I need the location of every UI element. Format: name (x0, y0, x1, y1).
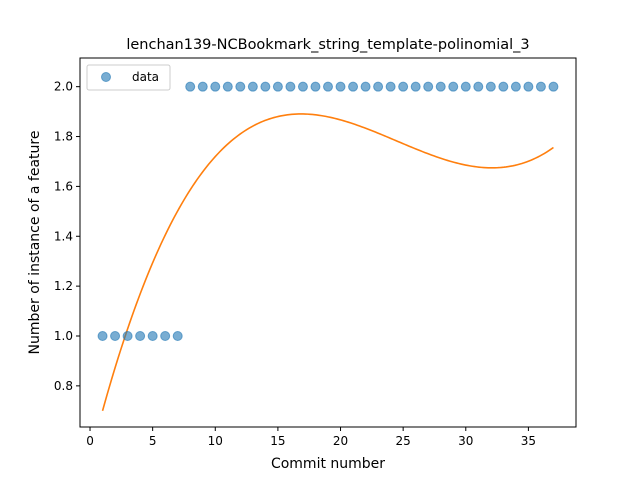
y-tick-label: 1.0 (54, 329, 73, 343)
data-point (410, 81, 421, 92)
x-tick-label: 15 (270, 434, 285, 448)
legend-label-data: data (132, 70, 159, 84)
data-point (97, 331, 108, 341)
x-tick-label: 0 (86, 434, 94, 448)
x-axis-ticks: 0 5 10 15 20 25 30 35 (86, 427, 536, 448)
data-point (448, 81, 459, 92)
data-points-layer (97, 81, 559, 341)
x-tick-label: 30 (458, 434, 473, 448)
x-tick-label: 25 (396, 434, 411, 448)
x-tick-label: 20 (333, 434, 348, 448)
data-point (222, 81, 233, 92)
data-point (510, 81, 521, 92)
data-point (297, 81, 308, 92)
x-tick-label: 5 (149, 434, 157, 448)
data-point (548, 81, 559, 92)
data-point (197, 81, 208, 92)
legend: data (86, 64, 171, 91)
data-point (110, 331, 121, 341)
fit-line (101, 113, 554, 411)
data-point (398, 81, 409, 92)
data-point (423, 81, 434, 92)
data-point (523, 81, 534, 92)
data-point (473, 81, 484, 92)
data-point (460, 81, 471, 92)
data-point (122, 331, 133, 341)
data-point (360, 81, 371, 92)
data-point (435, 81, 446, 92)
y-tick-label: 1.8 (54, 130, 73, 144)
y-axis-label: Number of instance of a feature (27, 131, 43, 355)
y-tick-label: 1.6 (54, 179, 73, 193)
fit-line-layer (101, 113, 554, 411)
data-point (335, 81, 346, 92)
data-point (498, 81, 509, 92)
data-point (373, 81, 384, 92)
y-tick-label: 2.0 (54, 80, 73, 94)
y-axis-ticks: 0.8 1.0 1.2 1.4 1.6 1.8 2.0 (54, 80, 80, 393)
data-point (348, 81, 359, 92)
data-point (160, 331, 171, 341)
data-point (147, 331, 158, 341)
y-tick-label: 1.2 (54, 279, 73, 293)
x-axis-label: Commit number (271, 456, 385, 472)
y-tick-label: 0.8 (54, 379, 73, 393)
data-point (210, 81, 221, 92)
legend-marker-data (101, 72, 111, 82)
data-point (285, 81, 296, 92)
data-point (535, 81, 546, 92)
data-point (185, 81, 196, 92)
x-tick-label: 35 (521, 434, 536, 448)
legend-box (86, 64, 171, 91)
x-tick-label: 10 (208, 434, 223, 448)
data-point (260, 81, 271, 92)
data-point (385, 81, 396, 92)
data-point (235, 81, 246, 92)
data-point (323, 81, 333, 92)
axes-frame (79, 57, 577, 428)
data-point (247, 81, 258, 92)
data-point (485, 81, 496, 92)
y-tick-label: 1.4 (54, 229, 73, 243)
data-point (135, 331, 146, 341)
chart-title: lenchan139-NCBookmark_string_template-po… (126, 37, 529, 53)
data-point (272, 81, 283, 92)
data-point (310, 81, 321, 92)
data-point (172, 331, 183, 341)
